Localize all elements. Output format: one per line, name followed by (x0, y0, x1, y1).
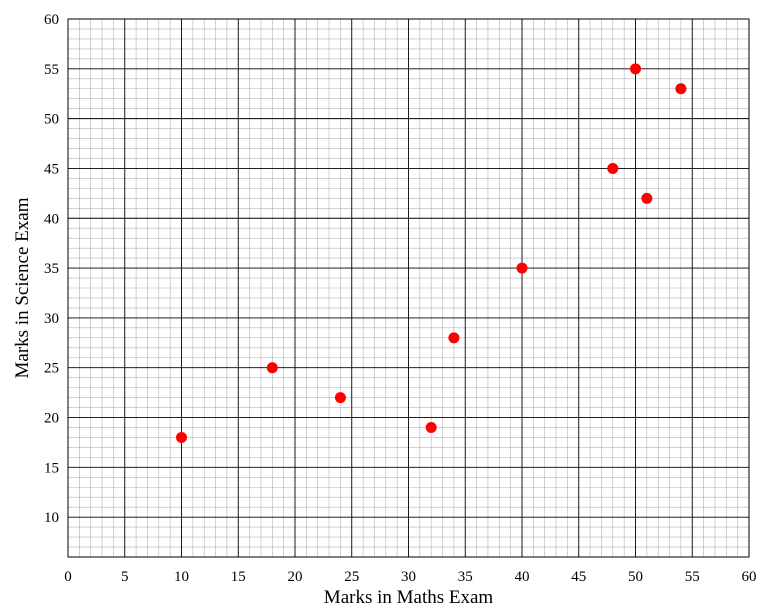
y-tick-label: 35 (44, 261, 59, 277)
data-point (641, 192, 653, 204)
data-point (448, 332, 460, 344)
data-point (675, 83, 687, 95)
x-tick-label: 30 (401, 569, 416, 585)
plot-frame (67, 18, 750, 558)
data-point (176, 431, 187, 443)
y-axis-title: Marks in Science Exam (12, 197, 33, 378)
y-tick-label: 20 (44, 411, 59, 427)
x-tick-label: 55 (685, 569, 700, 585)
data-point (630, 63, 641, 75)
x-tick-label: 45 (571, 569, 586, 585)
data-point (516, 262, 528, 274)
x-axis-title: Marks in Maths Exam (324, 587, 494, 608)
y-tick-label: 45 (44, 161, 59, 177)
data-point (334, 392, 346, 404)
x-tick-label: 25 (344, 569, 359, 585)
x-tick-label: 15 (231, 569, 246, 585)
y-tick-label: 10 (44, 510, 59, 526)
y-tick-label: 50 (44, 112, 59, 128)
data-points (176, 63, 687, 443)
x-tick-label: 35 (458, 569, 473, 585)
x-tick-label: 60 (742, 569, 757, 585)
x-tick-label: 10 (174, 569, 189, 585)
y-tick-label: 30 (44, 311, 59, 327)
x-tick-labels: 0 5 10 15 20 25 30 35 40 45 50 55 60 (64, 569, 756, 585)
data-point (607, 162, 619, 174)
y-tick-label: 15 (44, 460, 59, 476)
y-tick-labels: 10 15 20 25 30 35 40 45 50 55 60 (44, 12, 59, 526)
x-tick-label: 50 (628, 569, 643, 585)
x-tick-label: 5 (121, 569, 129, 585)
x-tick-label: 40 (515, 569, 530, 585)
data-point (266, 362, 278, 374)
y-tick-label: 55 (44, 62, 59, 78)
y-tick-label: 25 (44, 361, 59, 377)
y-tick-label: 40 (44, 211, 59, 227)
x-tick-label: 0 (64, 569, 72, 585)
y-tick-label: 60 (44, 12, 59, 28)
data-point (425, 421, 437, 433)
x-tick-label: 20 (288, 569, 303, 585)
